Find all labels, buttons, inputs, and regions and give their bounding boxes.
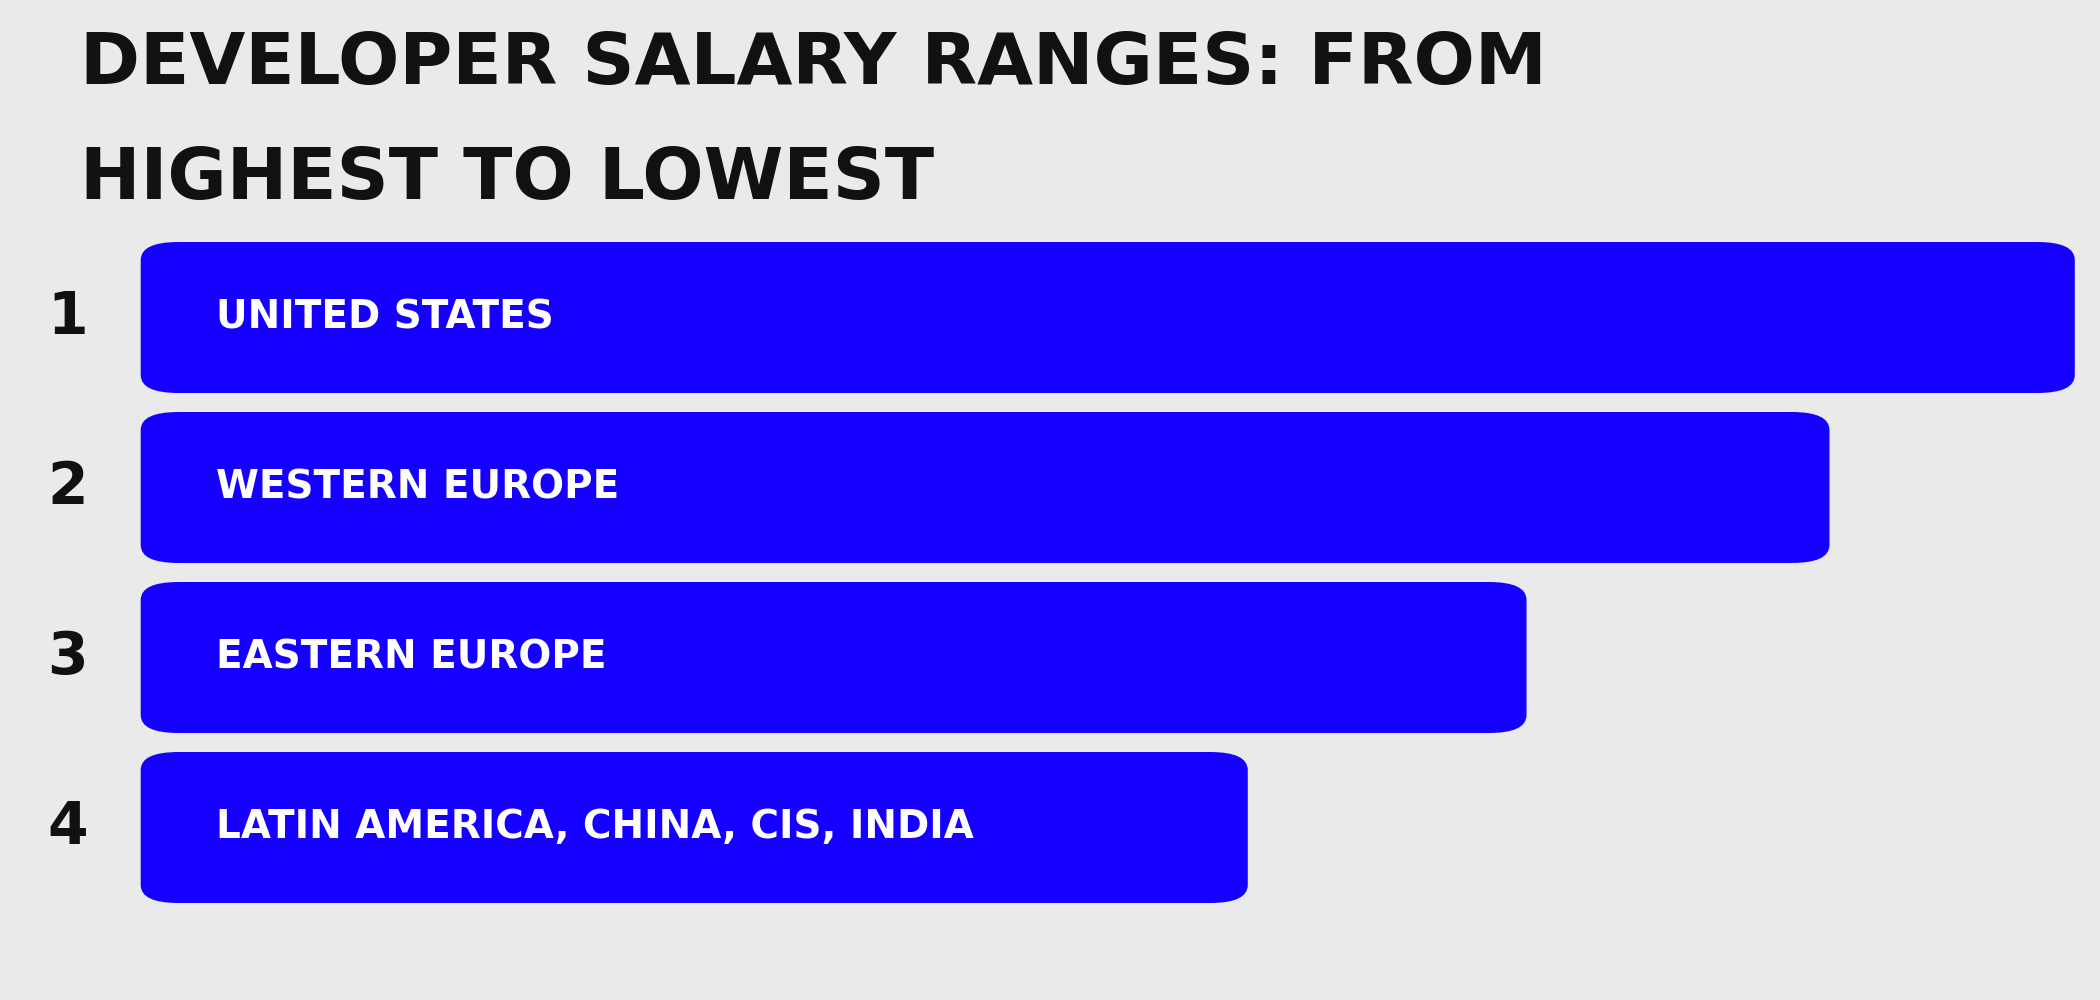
FancyBboxPatch shape bbox=[141, 752, 1247, 903]
FancyBboxPatch shape bbox=[141, 412, 1829, 563]
Text: HIGHEST TO LOWEST: HIGHEST TO LOWEST bbox=[80, 145, 934, 214]
Text: LATIN AMERICA, CHINA, CIS, INDIA: LATIN AMERICA, CHINA, CIS, INDIA bbox=[216, 808, 974, 846]
FancyBboxPatch shape bbox=[141, 242, 2075, 393]
Text: 4: 4 bbox=[46, 799, 88, 856]
Text: DEVELOPER SALARY RANGES: FROM: DEVELOPER SALARY RANGES: FROM bbox=[80, 30, 1546, 99]
Text: EASTERN EUROPE: EASTERN EUROPE bbox=[216, 639, 607, 677]
Text: WESTERN EUROPE: WESTERN EUROPE bbox=[216, 468, 620, 506]
Text: 3: 3 bbox=[46, 629, 88, 686]
Text: UNITED STATES: UNITED STATES bbox=[216, 298, 554, 336]
Text: 1: 1 bbox=[46, 289, 88, 346]
FancyBboxPatch shape bbox=[141, 582, 1527, 733]
Text: 2: 2 bbox=[46, 459, 88, 516]
